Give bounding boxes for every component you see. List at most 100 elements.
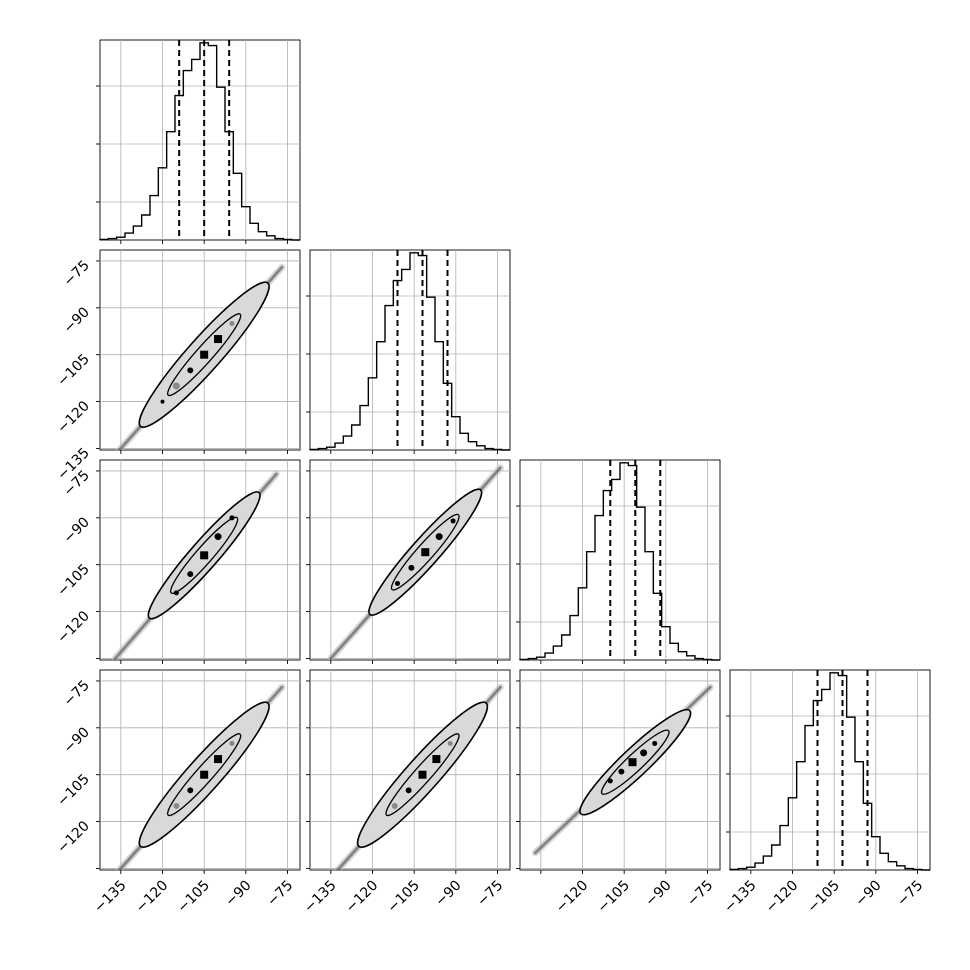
density-point <box>172 382 180 390</box>
contour-inner <box>600 729 670 795</box>
histogram-bar <box>797 762 805 870</box>
histogram-bar <box>410 253 418 450</box>
y-tick-label: −90 <box>61 724 93 756</box>
density-point <box>160 399 165 404</box>
histogram-bar <box>822 689 830 870</box>
density-point <box>408 564 415 571</box>
histogram-bar <box>435 342 443 450</box>
histogram-bar <box>595 516 603 660</box>
density-point <box>395 580 400 586</box>
histogram-outline <box>729 672 930 871</box>
x-tick-label: −135 <box>91 878 130 917</box>
histogram-bar <box>385 306 393 450</box>
density-point <box>229 515 235 521</box>
histogram-bar <box>678 652 686 660</box>
histogram-bar <box>562 635 570 660</box>
histogram-bar <box>427 297 435 450</box>
density-point <box>435 533 443 541</box>
x-tick-label: −75 <box>474 878 506 910</box>
x-tick-label: −105 <box>594 878 633 917</box>
histogram-bar <box>452 417 460 450</box>
density-point <box>652 740 658 746</box>
histogram-bar <box>578 588 586 660</box>
histogram-bar <box>788 798 796 870</box>
density-point <box>432 755 441 764</box>
panel-content <box>531 683 714 857</box>
histogram-bar <box>377 342 385 450</box>
density-point <box>187 571 194 578</box>
y-tick-label: −105 <box>54 771 93 810</box>
contour-inner <box>390 513 460 591</box>
panel-content <box>111 470 280 660</box>
histogram-bar <box>258 232 266 240</box>
density-point <box>214 335 223 344</box>
x-tick-label: −105 <box>174 878 213 917</box>
histogram-bar <box>763 856 771 870</box>
y-tick-label: −105 <box>54 561 93 600</box>
density-point <box>618 768 625 775</box>
x-tick-label: −90 <box>222 878 254 910</box>
histogram-bar <box>402 269 410 450</box>
y-tick-label: −120 <box>54 608 93 647</box>
histogram-bar <box>772 845 780 870</box>
y-tick-label: −90 <box>61 304 93 336</box>
scatter-panel-3-0: −75−90−105−120−135 −120 −105 −90 −75 <box>54 669 301 917</box>
histogram-bar <box>855 762 863 870</box>
histogram-bar <box>872 837 880 870</box>
histogram-panel-2 <box>516 459 721 664</box>
histogram-bar <box>158 168 166 240</box>
histogram-bar <box>352 425 360 450</box>
density-point <box>628 758 637 767</box>
density-point <box>640 749 648 757</box>
histogram-bar <box>637 507 645 660</box>
histogram-bar <box>150 196 158 240</box>
density-point <box>173 590 179 596</box>
histogram-bar <box>142 215 150 240</box>
x-tick-label: −120 <box>343 878 382 917</box>
density-point <box>391 802 398 809</box>
y-tick-label: −75 <box>61 677 93 709</box>
histogram-bar <box>208 46 216 240</box>
scatter-panel-2-0: −75−90−105−120 <box>54 459 301 664</box>
density-point <box>200 350 209 359</box>
x-tick-label: −120 <box>553 878 592 917</box>
density-point <box>200 551 209 560</box>
panel-content <box>114 263 286 450</box>
panel-frame <box>309 249 511 451</box>
histogram-bar <box>242 207 250 240</box>
histogram-bar <box>780 826 788 870</box>
histogram-bar <box>830 673 838 870</box>
x-tick-label: −120 <box>763 878 802 917</box>
histogram-bar <box>570 616 578 660</box>
panel-frame <box>519 459 721 661</box>
density-point <box>214 533 222 541</box>
density-point <box>229 320 235 326</box>
panel-content <box>114 683 286 870</box>
histogram-bar <box>335 443 343 450</box>
histogram-bar <box>125 233 133 240</box>
panel-frame <box>99 39 301 241</box>
x-tick-label: −135 <box>301 878 340 917</box>
histogram-bar <box>460 433 468 450</box>
histogram-bar <box>133 226 141 240</box>
histogram-panel-0 <box>96 39 301 244</box>
panel-frame <box>99 459 301 661</box>
density-point <box>607 778 613 784</box>
panel-frame <box>729 669 931 871</box>
histogram-bar <box>587 552 595 660</box>
x-tick-label: −105 <box>804 878 843 917</box>
histogram-bar <box>620 463 628 660</box>
histogram-bar <box>662 627 670 660</box>
histogram-bar <box>553 646 561 660</box>
histogram-bar <box>805 726 813 870</box>
histogram-bar <box>175 96 183 240</box>
histogram-bar <box>343 436 351 450</box>
histogram-bar <box>233 173 241 240</box>
histogram-bar <box>612 479 620 660</box>
histogram-bar <box>645 552 653 660</box>
scatter-panel-3-2: −120 −105 −90 −75 <box>516 669 721 917</box>
density-point <box>214 755 223 764</box>
scatter-panel-3-1: −135 −120 −105 −90 −75 <box>301 669 511 917</box>
density-point <box>447 740 453 746</box>
histogram-bar <box>670 643 678 660</box>
